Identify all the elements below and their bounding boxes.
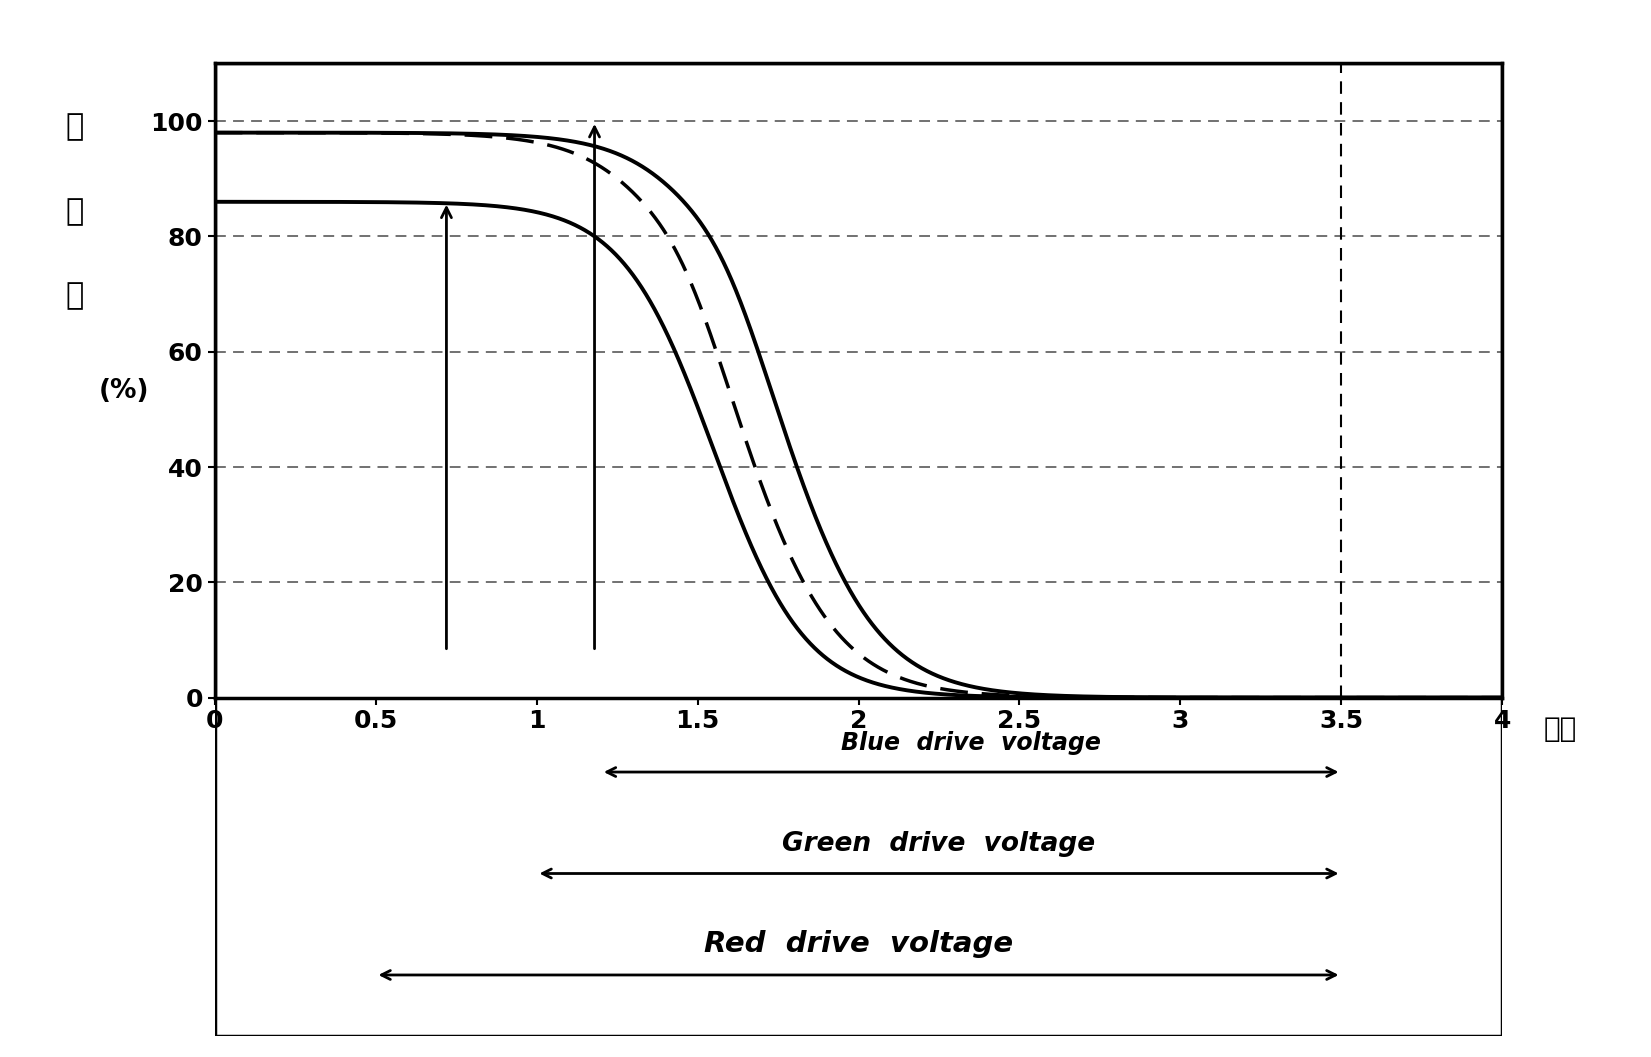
- Text: 透: 透: [64, 112, 84, 142]
- Text: 率: 率: [64, 281, 84, 311]
- Text: Blue  drive  voltage: Blue drive voltage: [842, 731, 1101, 755]
- Text: 射: 射: [64, 197, 84, 226]
- Text: (%): (%): [99, 378, 149, 404]
- Text: Green  drive  voltage: Green drive voltage: [783, 831, 1096, 856]
- Text: 电压: 电压: [1544, 716, 1577, 743]
- Text: Red  drive  voltage: Red drive voltage: [703, 930, 1014, 958]
